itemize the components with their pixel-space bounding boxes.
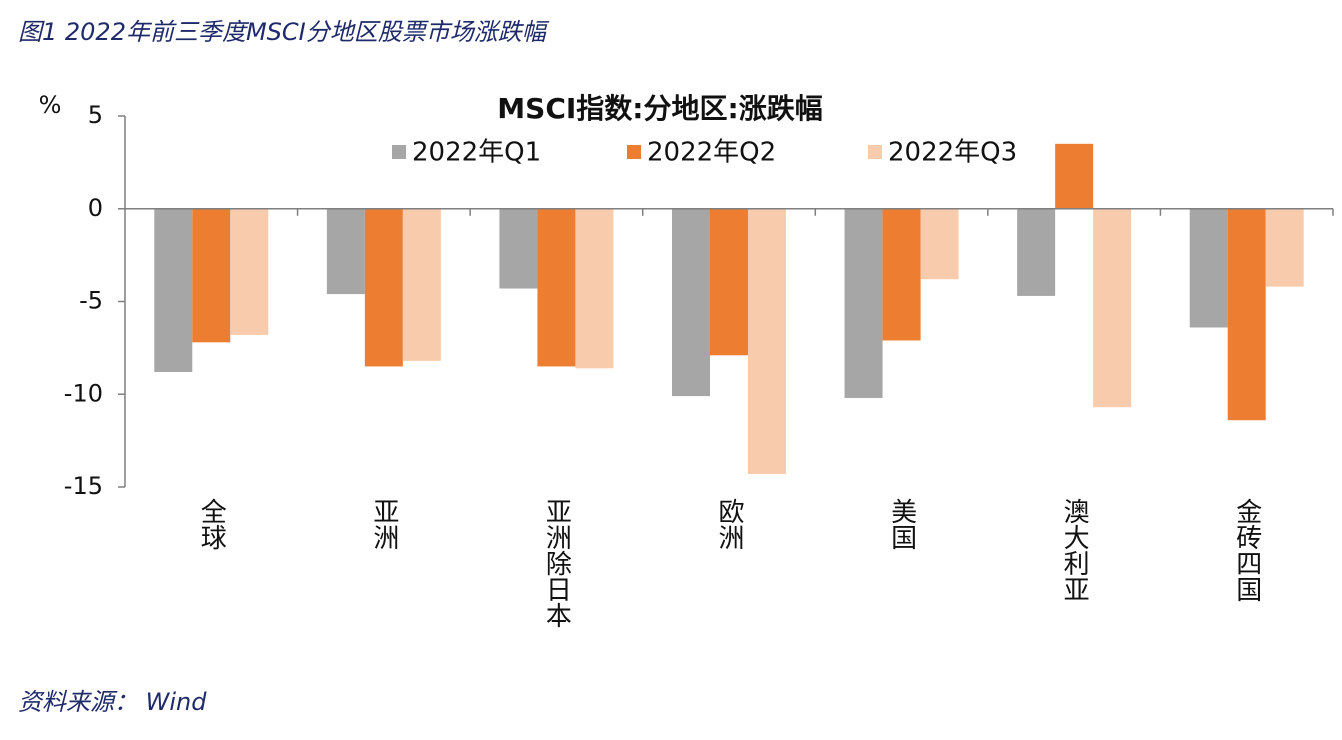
bar — [710, 208, 748, 356]
y-axis-unit: % — [39, 91, 62, 119]
bar — [844, 208, 883, 398]
legend-swatch — [868, 145, 882, 159]
bar — [1055, 143, 1094, 209]
x-tick-label: 美国 — [887, 498, 917, 550]
y-tick-label: -5 — [79, 287, 103, 315]
figure-header: 图1 2022年前三季度MSCI分地区股票市场涨跌幅 — [18, 18, 550, 46]
x-tick-label: 金砖四国 — [1232, 498, 1262, 602]
chart-title: MSCI指数:分地区:涨跌幅 — [497, 92, 822, 125]
bar — [748, 208, 786, 475]
legend-label: 2022年Q2 — [647, 138, 776, 168]
bar — [402, 208, 441, 361]
bar — [1189, 208, 1228, 328]
bar — [882, 208, 921, 341]
x-tick-label: 澳大利亚 — [1059, 498, 1089, 602]
x-tick-label: 欧洲 — [714, 498, 744, 550]
bar — [154, 208, 193, 372]
legend-swatch — [627, 145, 641, 159]
bar — [230, 208, 269, 335]
bar — [192, 208, 231, 343]
y-tick-label: 0 — [88, 194, 103, 222]
legend-swatch — [392, 145, 406, 159]
bar — [672, 208, 710, 397]
x-tick-label: 亚洲除日本 — [541, 498, 571, 628]
y-tick-label: -15 — [64, 472, 103, 500]
bar — [1265, 208, 1304, 287]
bar — [1227, 208, 1266, 421]
bar — [1093, 208, 1132, 408]
source-note: 资料来源： Wind — [18, 688, 207, 716]
bar — [537, 208, 576, 367]
bar — [575, 208, 614, 369]
bar — [326, 208, 365, 295]
bar — [920, 208, 959, 280]
bar — [499, 208, 538, 289]
x-tick-label: 亚洲 — [369, 498, 399, 550]
y-tick-label: -10 — [64, 379, 103, 407]
bar — [1017, 208, 1056, 296]
x-tick-label: 全球 — [196, 498, 226, 550]
bar — [364, 208, 403, 367]
legend-label: 2022年Q1 — [412, 138, 541, 168]
legend-label: 2022年Q3 — [888, 138, 1017, 168]
y-tick-label: 5 — [88, 101, 103, 129]
